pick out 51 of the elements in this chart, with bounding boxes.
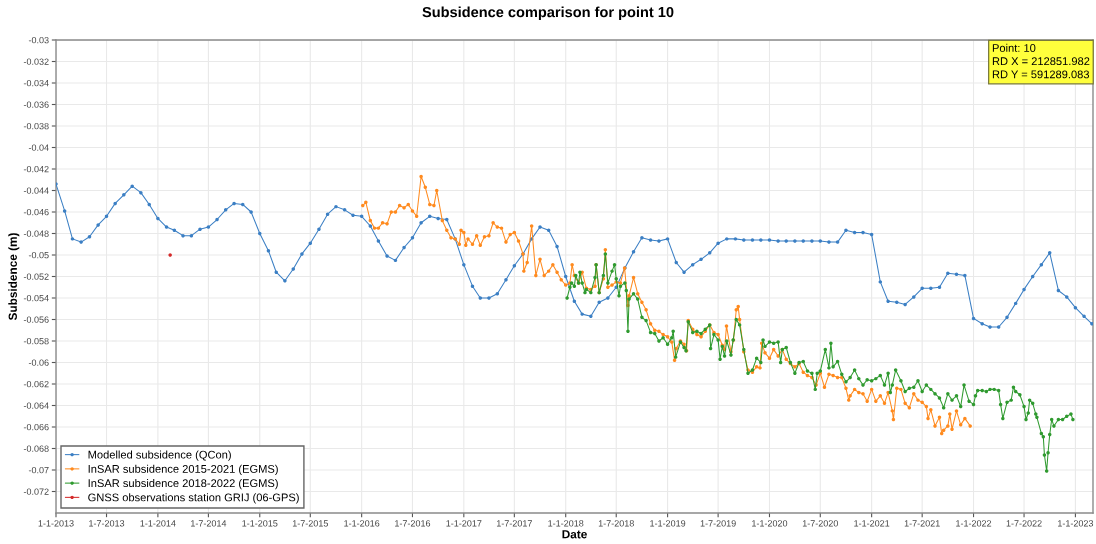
x-tick-label: 1-7-2015 (292, 520, 328, 527)
x-tick-label: 1-1-2013 (38, 520, 74, 527)
x-tick-label: 1-7-2021 (904, 520, 940, 527)
x-tick-label: 1-1-2023 (1058, 520, 1094, 527)
y-tick-label: -0.062 (23, 380, 49, 388)
y-tick-label: -0.068 (23, 445, 49, 452)
y-tick-label: -0.036 (23, 101, 49, 108)
y-tick-label: -0.03 (28, 36, 49, 44)
x-tick-label: 1-1-2020 (752, 520, 788, 527)
y-tick-label: -0.034 (23, 79, 49, 87)
x-tick-label: 1-7-2016 (395, 520, 431, 527)
legend-label: InSAR subsidence 2015-2021 (EGMS) (88, 464, 278, 476)
y-axis-title: Subsidence (m) (8, 233, 20, 321)
y-tick-label: -0.032 (23, 58, 49, 65)
x-tick-label: 1-1-2014 (140, 520, 176, 527)
x-tick-label: 1-7-2017 (496, 520, 532, 527)
y-tick-label: -0.064 (23, 402, 49, 409)
y-tick-label: -0.06 (28, 359, 49, 366)
legend-label: Modelled subsidence (QCon) (88, 450, 231, 461)
x-tick-label: 1-1-2016 (344, 520, 380, 527)
legend-label: GNSS observations station GRIJ (06-GPS) (88, 493, 299, 504)
y-tick-label: -0.07 (28, 466, 49, 474)
y-tick-label: -0.056 (23, 316, 49, 323)
y-tick-label: -0.042 (23, 165, 49, 173)
x-tick-label: 1-1-2018 (548, 520, 584, 527)
x-tick-label: 1-7-2013 (89, 520, 125, 527)
x-tick-label: 1-1-2019 (650, 520, 686, 527)
y-tick-label: -0.04 (28, 144, 49, 151)
x-tick-label: 1-7-2019 (700, 520, 736, 527)
annotation: Point: 10 RD X = 212851.982 RD Y = 591289.083 (992, 43, 1090, 79)
x-tick-label: 1-7-2014 (191, 520, 227, 527)
legend-label: InSAR subsidence 2018-2022 (EGMS) (88, 478, 278, 490)
y-tick-label: -0.044 (23, 187, 49, 194)
x-tick-label: 1-1-2022 (956, 520, 992, 527)
y-tick-label: -0.052 (23, 273, 49, 280)
y-tick-label: -0.072 (23, 488, 49, 495)
y-tick-label: -0.054 (23, 294, 49, 302)
y-tick-label: -0.058 (23, 337, 49, 345)
y-tick-label: -0.05 (28, 251, 49, 259)
x-tick-label: 1-1-2021 (854, 520, 890, 527)
x-tick-label: 1-7-2018 (598, 520, 634, 527)
x-tick-label: 1-7-2020 (802, 520, 838, 527)
chart-title: Subsidence comparison for point 10 (422, 6, 674, 21)
y-tick-label: -0.038 (23, 122, 49, 130)
y-tick-label: -0.048 (23, 230, 49, 237)
y-tick-label: -0.066 (23, 423, 49, 431)
x-axis-title: Date (562, 530, 587, 539)
x-tick-label: 1-1-2017 (446, 520, 482, 527)
x-tick-label: 1-1-2015 (242, 520, 278, 527)
y-tick-label: -0.046 (23, 208, 49, 216)
x-tick-label: 1-7-2022 (1006, 520, 1042, 527)
